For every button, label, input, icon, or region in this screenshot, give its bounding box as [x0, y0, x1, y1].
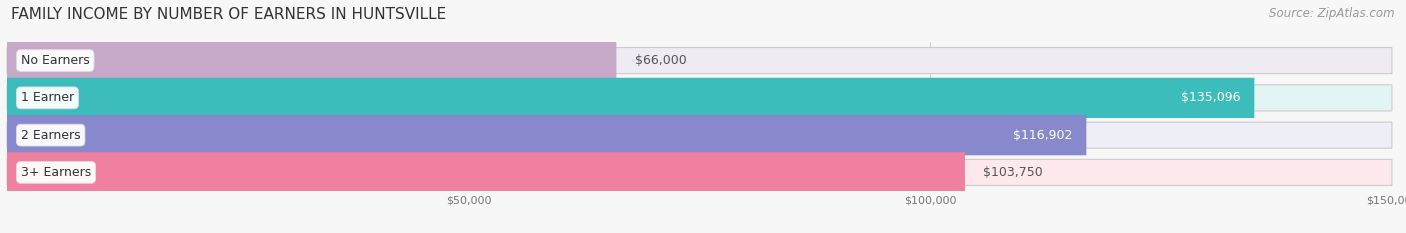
- Text: FAMILY INCOME BY NUMBER OF EARNERS IN HUNTSVILLE: FAMILY INCOME BY NUMBER OF EARNERS IN HU…: [11, 7, 447, 22]
- Text: $135,096: $135,096: [1181, 91, 1240, 104]
- FancyBboxPatch shape: [7, 122, 1392, 148]
- Text: 1 Earner: 1 Earner: [21, 91, 75, 104]
- FancyBboxPatch shape: [7, 159, 1392, 185]
- Text: No Earners: No Earners: [21, 54, 90, 67]
- Text: 2 Earners: 2 Earners: [21, 129, 80, 142]
- Text: $103,750: $103,750: [983, 166, 1043, 179]
- FancyBboxPatch shape: [7, 78, 1254, 118]
- FancyBboxPatch shape: [7, 48, 1392, 74]
- FancyBboxPatch shape: [7, 85, 1392, 111]
- FancyBboxPatch shape: [7, 152, 965, 192]
- Text: $116,902: $116,902: [1014, 129, 1073, 142]
- Text: 3+ Earners: 3+ Earners: [21, 166, 91, 179]
- Text: Source: ZipAtlas.com: Source: ZipAtlas.com: [1270, 7, 1395, 20]
- Text: $66,000: $66,000: [636, 54, 686, 67]
- FancyBboxPatch shape: [7, 41, 616, 81]
- FancyBboxPatch shape: [7, 115, 1087, 155]
